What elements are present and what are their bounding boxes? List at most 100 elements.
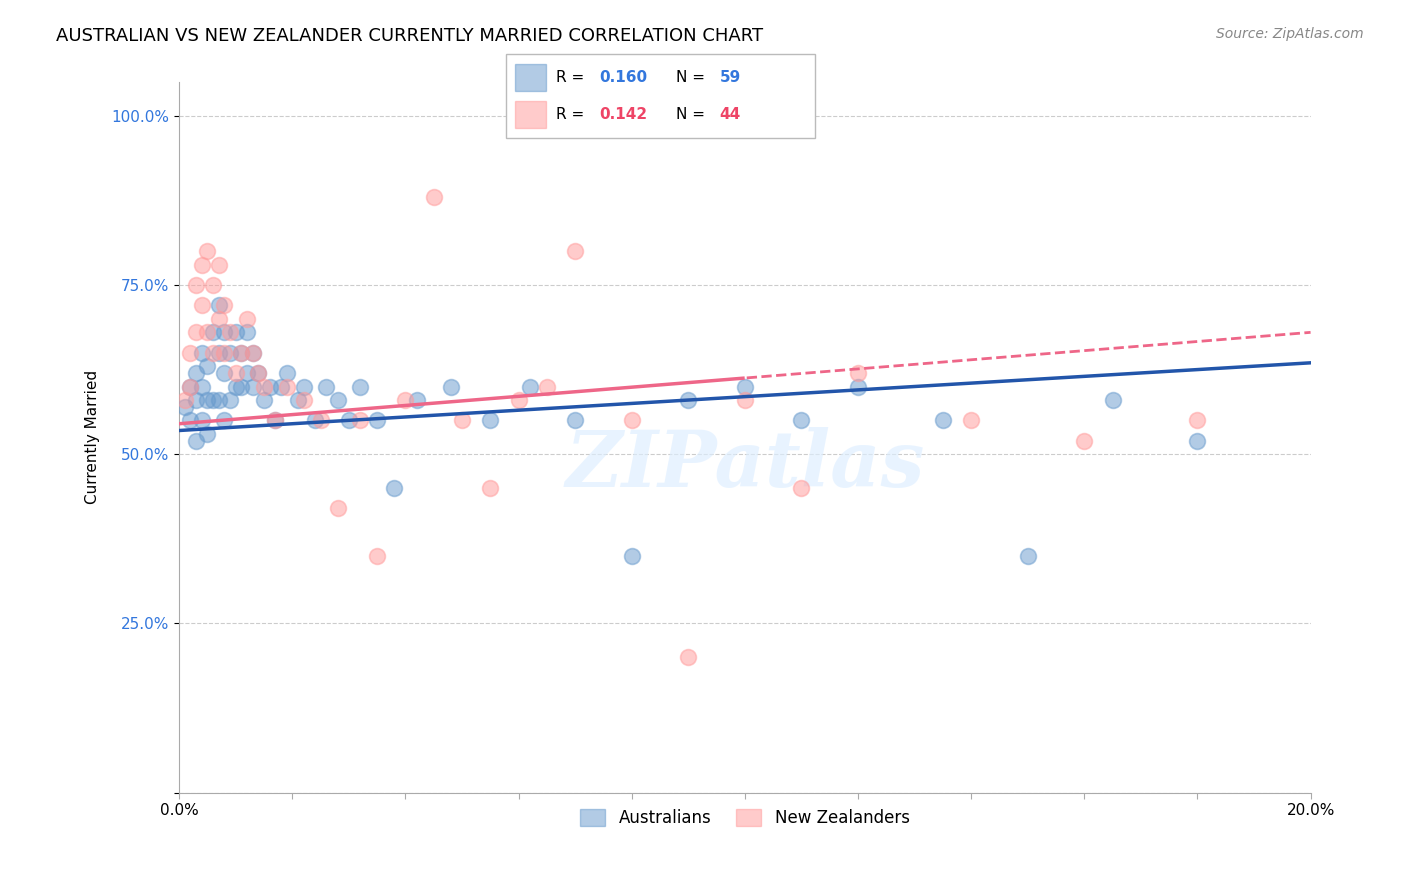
Point [184, 392, 207, 407]
Point [202, 326, 225, 340]
Point [191, 379, 214, 393]
Text: ZIPatlas: ZIPatlas [565, 427, 925, 504]
Point [315, 379, 337, 393]
Point [932, 413, 955, 427]
Point [236, 366, 259, 380]
Point [197, 392, 219, 407]
Text: N =: N = [676, 107, 710, 122]
Point [214, 298, 236, 312]
Point [440, 379, 463, 393]
Bar [516, 63, 547, 91]
Point [225, 379, 247, 393]
Point [179, 345, 201, 359]
Point [202, 277, 225, 292]
Point [214, 326, 236, 340]
Point [264, 413, 287, 427]
Point [236, 326, 259, 340]
Point [191, 413, 214, 427]
Point [197, 326, 219, 340]
Point [208, 345, 231, 359]
Point [846, 366, 869, 380]
Point [219, 345, 242, 359]
Point [253, 379, 276, 393]
Point [366, 549, 388, 563]
Point [519, 379, 541, 393]
Point [197, 426, 219, 441]
Point [366, 413, 388, 427]
Point [225, 326, 247, 340]
Point [219, 392, 242, 407]
Point [214, 366, 236, 380]
Point [960, 413, 983, 427]
Point [247, 366, 270, 380]
Point [292, 379, 315, 393]
Point [197, 244, 219, 259]
Point [231, 345, 253, 359]
Point [173, 400, 195, 414]
Text: 0.142: 0.142 [599, 107, 647, 122]
Point [394, 392, 416, 407]
Point [191, 345, 214, 359]
Point [214, 413, 236, 427]
Point [337, 413, 360, 427]
Point [309, 413, 332, 427]
Text: 44: 44 [720, 107, 741, 122]
Point [179, 379, 201, 393]
Point [678, 650, 700, 665]
Legend: Australians, New Zealanders: Australians, New Zealanders [574, 803, 917, 834]
Point [1073, 434, 1095, 448]
Point [184, 277, 207, 292]
Text: R =: R = [555, 107, 589, 122]
Point [225, 366, 247, 380]
Point [451, 413, 474, 427]
Text: 59: 59 [720, 70, 741, 85]
Y-axis label: Currently Married: Currently Married [86, 370, 100, 504]
Point [264, 413, 287, 427]
Point [405, 392, 427, 407]
Point [564, 413, 586, 427]
Point [179, 379, 201, 393]
Bar [516, 101, 547, 128]
Point [208, 258, 231, 272]
Point [208, 311, 231, 326]
Point [231, 379, 253, 393]
Point [1187, 413, 1209, 427]
Point [184, 366, 207, 380]
Point [247, 366, 270, 380]
Point [508, 392, 530, 407]
Text: Source: ZipAtlas.com: Source: ZipAtlas.com [1216, 27, 1364, 41]
Point [349, 413, 371, 427]
Point [231, 345, 253, 359]
Point [208, 298, 231, 312]
Point [536, 379, 558, 393]
Point [259, 379, 281, 393]
Point [349, 379, 371, 393]
Point [564, 244, 586, 259]
Point [202, 345, 225, 359]
Point [191, 258, 214, 272]
Point [479, 413, 502, 427]
Point [304, 413, 326, 427]
Point [326, 392, 349, 407]
Point [242, 345, 264, 359]
Point [734, 379, 756, 393]
Point [184, 434, 207, 448]
Point [678, 392, 700, 407]
Point [1187, 434, 1209, 448]
Point [253, 392, 276, 407]
Point [287, 392, 309, 407]
Point [734, 392, 756, 407]
Point [276, 379, 298, 393]
Point [1017, 549, 1039, 563]
Point [479, 481, 502, 495]
Point [242, 345, 264, 359]
FancyBboxPatch shape [506, 54, 815, 138]
Point [270, 379, 292, 393]
Point [620, 413, 643, 427]
Point [382, 481, 405, 495]
Point [422, 190, 444, 204]
Point [236, 311, 259, 326]
Point [276, 366, 298, 380]
Point [790, 481, 813, 495]
Point [179, 413, 201, 427]
